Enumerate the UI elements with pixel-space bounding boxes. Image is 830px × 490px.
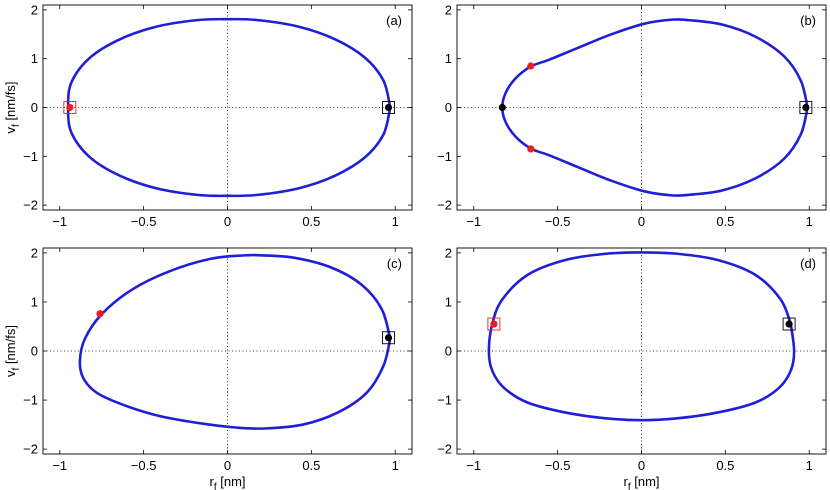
panel-frame bbox=[42, 4, 413, 211]
x-axis-label: rf [nm] bbox=[209, 474, 245, 490]
red-marker-dot bbox=[527, 62, 535, 70]
y-axis-label: vf [nm/fs] bbox=[3, 82, 22, 134]
x-tick-label: 1 bbox=[806, 458, 813, 473]
trajectory-curve bbox=[78, 253, 392, 430]
x-tick-label: −1 bbox=[466, 214, 481, 229]
y-tick-label: −2 bbox=[437, 198, 452, 213]
y-tick-label: −1 bbox=[437, 393, 452, 408]
x-tick-label: −1 bbox=[466, 458, 481, 473]
panel-label: (d) bbox=[800, 256, 816, 271]
y-tick-label: 0 bbox=[445, 100, 452, 115]
red-marker-dot bbox=[66, 103, 74, 112]
red-marker-dot bbox=[490, 320, 498, 328]
x-tick-label: 0 bbox=[638, 458, 645, 473]
red-marker-dot bbox=[527, 145, 535, 153]
panel-1: −1 −0.5 0 0.5 1 −2 −1 0 1 2 (a) vf [nm/fs] bbox=[3, 2, 413, 229]
x-tick-label: 1 bbox=[806, 214, 813, 229]
x-tick-label: 0.5 bbox=[302, 458, 320, 473]
y-tick-label: 2 bbox=[31, 245, 38, 260]
panel-2: −1 −0.5 0 0.5 1 −2 −1 0 1 2 (b) bbox=[437, 2, 827, 229]
x-tick-label: 0 bbox=[224, 458, 231, 473]
panel-4: −1 −0.5 0 0.5 1 −2 −1 0 1 2 (d) rf [nm] bbox=[437, 245, 827, 490]
y-tick-label: 2 bbox=[445, 245, 452, 260]
y-tick-label: 1 bbox=[445, 51, 452, 66]
black-marker-dot bbox=[384, 103, 393, 112]
y-tick-label: 2 bbox=[31, 2, 38, 17]
red-marker-box bbox=[487, 317, 501, 331]
x-tick-label: 0.5 bbox=[716, 458, 734, 473]
black-marker-box bbox=[382, 331, 395, 345]
y-tick-label: 2 bbox=[445, 2, 452, 17]
x-tick-label: −0.5 bbox=[131, 458, 157, 473]
y-tick-label: −2 bbox=[23, 198, 38, 213]
panel-frame bbox=[42, 247, 413, 455]
black-marker-box bbox=[782, 317, 796, 331]
y-tick-label: −1 bbox=[23, 393, 38, 408]
red-marker-dot bbox=[96, 310, 104, 318]
x-tick-label: 1 bbox=[392, 458, 399, 473]
y-tick-label: −1 bbox=[437, 149, 452, 164]
trajectory-curve bbox=[487, 251, 796, 422]
panel-frame bbox=[456, 247, 827, 455]
y-tick-label: 0 bbox=[31, 344, 38, 359]
y-axis-label: vf [nm/fs] bbox=[3, 325, 22, 377]
x-tick-label: 0.5 bbox=[716, 214, 734, 229]
y-tick-label: 1 bbox=[31, 294, 38, 309]
black-marker-dot bbox=[384, 334, 393, 342]
y-tick-label: 0 bbox=[445, 344, 452, 359]
y-tick-label: 1 bbox=[445, 294, 452, 309]
y-tick-label: −1 bbox=[23, 149, 38, 164]
y-tick-label: −2 bbox=[23, 442, 38, 457]
x-tick-label: −0.5 bbox=[131, 214, 157, 229]
black-marker-dot bbox=[785, 320, 793, 328]
x-tick-label: 0.5 bbox=[302, 214, 320, 229]
red-marker-box bbox=[63, 101, 77, 114]
x-tick-label: 0 bbox=[638, 214, 645, 229]
panel-label: (c) bbox=[387, 256, 402, 271]
x-tick-label: −0.5 bbox=[545, 458, 571, 473]
panel-label: (b) bbox=[800, 13, 816, 28]
x-tick-label: −0.5 bbox=[545, 214, 571, 229]
black-marker-dot bbox=[802, 103, 810, 112]
panel-frame bbox=[456, 4, 827, 211]
x-tick-label: 0 bbox=[224, 214, 231, 229]
y-tick-label: −2 bbox=[437, 442, 452, 457]
black-marker-dot bbox=[498, 103, 506, 112]
black-marker-box bbox=[799, 101, 813, 114]
y-tick-label: 0 bbox=[31, 100, 38, 115]
x-axis-label: rf [nm] bbox=[623, 474, 659, 490]
x-tick-label: −1 bbox=[52, 214, 67, 229]
x-tick-label: 1 bbox=[392, 214, 399, 229]
black-marker-box bbox=[382, 101, 395, 114]
x-tick-label: −1 bbox=[52, 458, 67, 473]
panel-label: (a) bbox=[386, 13, 402, 28]
y-tick-label: 1 bbox=[31, 51, 38, 66]
panel-3: −1 −0.5 0 0.5 1 −2 −1 0 1 2 (c) vf [nm/fs] rf [nm] bbox=[3, 245, 413, 490]
